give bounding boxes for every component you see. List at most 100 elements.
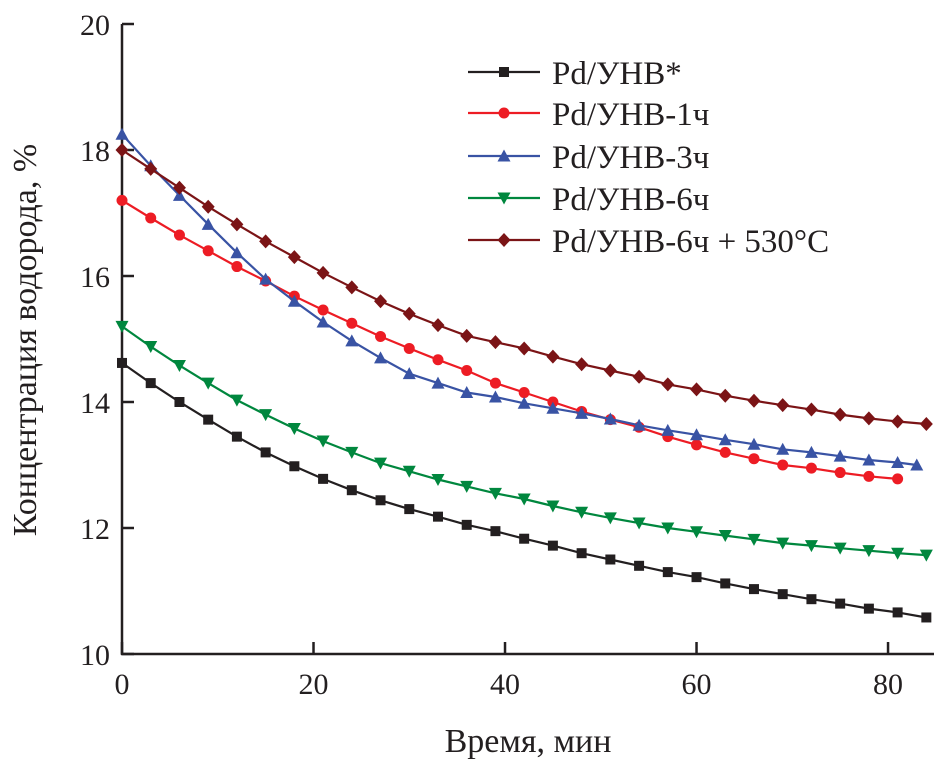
square-marker (806, 594, 817, 605)
square-marker (519, 533, 530, 544)
triangle-up-marker (776, 442, 790, 455)
circle-marker (403, 342, 415, 354)
square-marker (260, 447, 271, 458)
legend: Pd/УНВ* Pd/УНВ-1ч Pd/УНВ-3ч Pd/УНВ-6ч Pd/УНВ… (468, 56, 829, 260)
diamond-marker (603, 363, 617, 378)
diamond-marker (546, 349, 560, 364)
square-marker (605, 554, 616, 565)
triangle-down-marker (919, 549, 933, 562)
legend-item: Pd/УНВ-3ч (468, 140, 709, 176)
triangle-up-marker (345, 334, 359, 347)
triangle-up-marker (497, 149, 511, 162)
diamond-marker (460, 328, 474, 343)
legend-label: Pd/УНВ-1ч (552, 97, 709, 133)
circle-marker (432, 354, 444, 366)
triangle-down-marker (374, 457, 388, 470)
triangle-up-marker (287, 294, 301, 307)
legend-item: Pd/УНВ-6ч + 530°C (468, 224, 829, 260)
square-marker (174, 397, 185, 407)
square-marker (691, 572, 702, 583)
diamond-marker (632, 369, 646, 384)
triangle-up-marker (460, 386, 474, 399)
square-marker (117, 357, 127, 368)
diamond-marker (345, 280, 359, 295)
diamond-marker (172, 180, 186, 195)
x-tick-label: 0 (115, 668, 130, 701)
square-marker (662, 567, 673, 578)
y-tick-label: 14 (80, 387, 110, 420)
triangle-up-marker (833, 449, 847, 462)
triangle-up-marker (575, 406, 589, 419)
diamond-marker (259, 234, 273, 249)
circle-marker (719, 446, 731, 458)
circle-marker (805, 462, 817, 474)
diamond-marker (575, 357, 589, 372)
circle-marker (116, 194, 128, 206)
circle-marker (346, 317, 358, 329)
triangle-down-marker (402, 465, 416, 478)
square-marker (892, 607, 903, 618)
triangle-down-marker (833, 542, 847, 555)
y-tick-label: 12 (80, 513, 110, 546)
diamond-marker (891, 414, 905, 429)
triangle-up-marker (172, 188, 186, 201)
square-marker (145, 378, 156, 389)
square-marker (289, 461, 300, 472)
triangle-down-marker (431, 473, 445, 486)
circle-marker (777, 459, 789, 471)
triangle-up-marker (259, 272, 273, 285)
triangle-down-marker (804, 540, 818, 553)
legend-label: Pd/УНВ* (552, 56, 682, 92)
series-group (115, 127, 933, 623)
series-square (117, 357, 932, 623)
legend-label: Pd/УНВ-6ч (552, 182, 709, 218)
triangle-up-marker (661, 423, 675, 436)
triangle-down-marker (891, 547, 905, 560)
diamond-marker (661, 377, 675, 392)
circle-marker (145, 212, 157, 224)
square-marker (490, 526, 501, 537)
legend-item: Pd/УНВ-1ч (468, 97, 709, 133)
circle-marker (498, 107, 510, 119)
legend-item: Pd/УНВ-6ч (468, 182, 709, 218)
triangle-down-marker (460, 480, 474, 493)
square-marker (461, 519, 472, 530)
series-triangle-up (115, 127, 924, 471)
triangle-up-marker (862, 453, 876, 466)
square-marker (203, 414, 214, 425)
square-marker (231, 431, 242, 442)
circle-marker (173, 229, 185, 241)
square-marker (748, 584, 759, 595)
circle-marker (518, 387, 530, 399)
circle-marker (691, 439, 703, 451)
x-tick-label: 20 (299, 668, 329, 701)
diamond-marker (201, 199, 215, 214)
triangle-up-marker (603, 412, 617, 425)
y-tick-label: 10 (80, 639, 110, 672)
triangle-up-marker (115, 127, 129, 140)
triangle-down-marker (517, 493, 531, 506)
square-marker (863, 603, 874, 614)
triangle-up-marker (690, 428, 704, 441)
diamond-marker (488, 335, 502, 350)
legend-label: Pd/УНВ-3ч (552, 140, 709, 176)
diamond-marker (718, 388, 732, 403)
axes: 0 20 40 60 80 10 12 14 16 18 20 (80, 9, 934, 701)
square-marker (346, 485, 357, 496)
circle-marker (202, 245, 214, 257)
triangle-down-marker (201, 377, 215, 390)
circle-marker (863, 470, 875, 482)
triangle-up-marker (402, 367, 416, 380)
square-marker (576, 548, 587, 559)
diamond-marker (517, 341, 531, 356)
x-tick-label: 80 (873, 668, 903, 701)
y-tick-label: 18 (80, 135, 110, 168)
triangle-down-marker (172, 359, 186, 372)
triangle-down-marker (115, 320, 129, 333)
diamond-marker (862, 411, 876, 426)
square-marker (404, 504, 415, 515)
triangle-down-marker (776, 537, 790, 550)
diamond-marker (833, 407, 847, 422)
square-marker (720, 578, 731, 589)
diamond-marker (144, 161, 158, 176)
